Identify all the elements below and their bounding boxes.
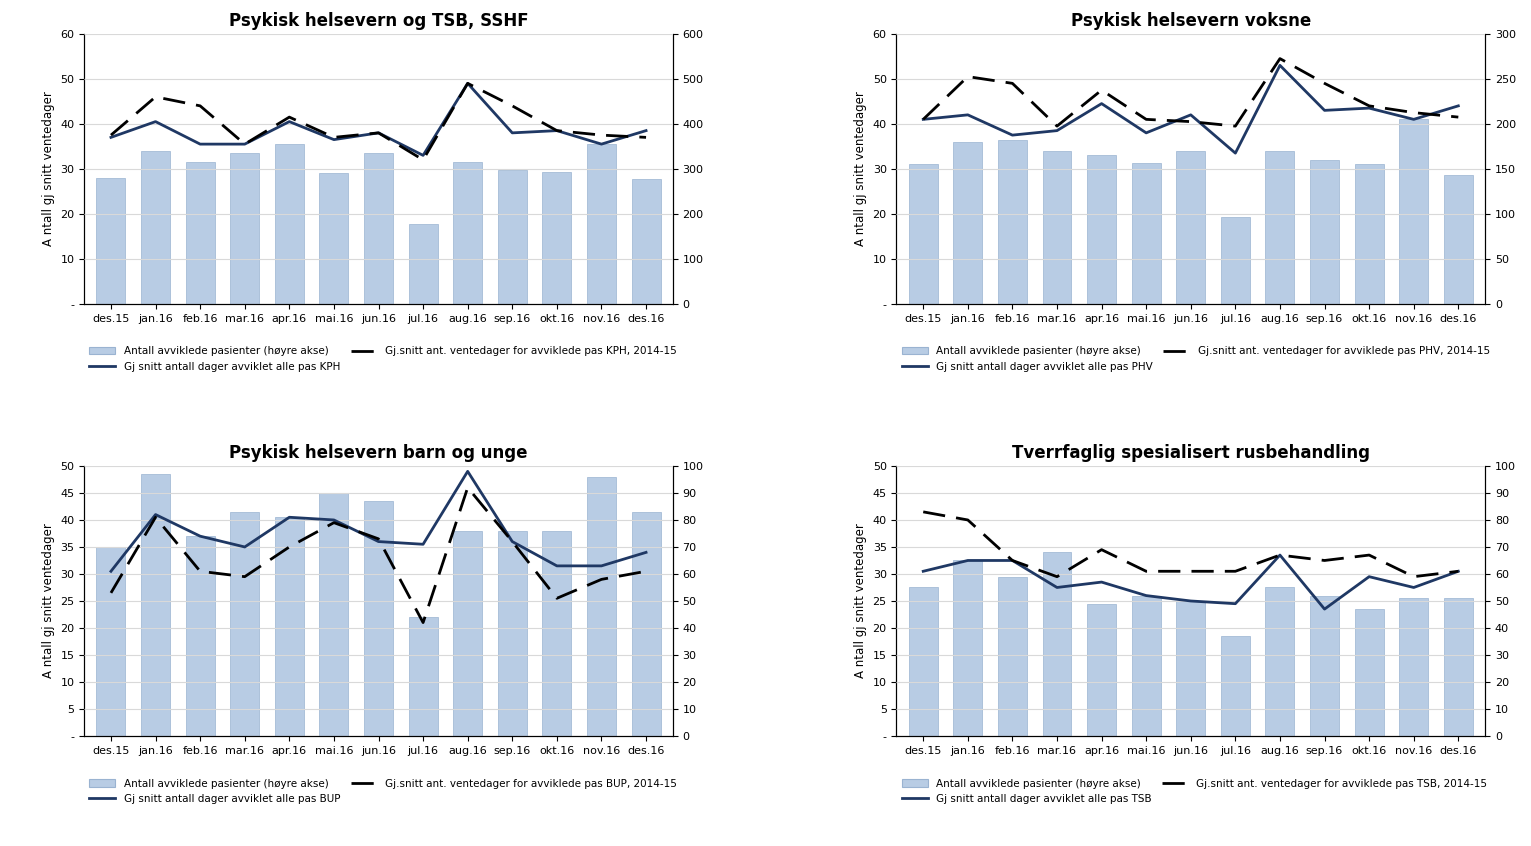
Bar — [364, 153, 393, 304]
Bar — [1399, 598, 1428, 736]
Bar — [1444, 598, 1473, 736]
Bar — [1087, 156, 1116, 304]
Bar — [954, 561, 983, 736]
Bar — [632, 179, 660, 304]
Bar — [1266, 587, 1294, 736]
Legend: Antall avviklede pasienter (høyre akse), Gj snitt antall dager avviklet alle pas: Antall avviklede pasienter (høyre akse),… — [89, 346, 677, 371]
Bar — [96, 547, 126, 736]
Bar — [276, 517, 303, 736]
Bar — [1220, 636, 1249, 736]
Bar — [632, 512, 660, 736]
Bar — [141, 474, 170, 736]
Bar — [185, 162, 214, 304]
Bar — [1131, 162, 1160, 304]
Bar — [1266, 151, 1294, 304]
Bar — [998, 140, 1027, 304]
Bar — [141, 151, 170, 304]
Title: Psykisk helsevern barn og unge: Psykisk helsevern barn og unge — [230, 443, 528, 462]
Title: Tverrfaglig spesialisert rusbehandling: Tverrfaglig spesialisert rusbehandling — [1012, 443, 1370, 462]
Bar — [1355, 609, 1384, 736]
Bar — [453, 530, 482, 736]
Bar — [586, 477, 615, 736]
Bar — [1399, 119, 1428, 304]
Bar — [453, 162, 482, 304]
Y-axis label: A ntall gj snitt ventedager: A ntall gj snitt ventedager — [41, 524, 55, 678]
Bar — [954, 142, 983, 304]
Bar — [1087, 604, 1116, 736]
Bar — [320, 173, 349, 304]
Legend: Antall avviklede pasienter (høyre akse), Gj snitt antall dager avviklet alle pas: Antall avviklede pasienter (høyre akse),… — [902, 778, 1488, 804]
Bar — [364, 501, 393, 736]
Bar — [276, 144, 303, 304]
Title: Psykisk helsevern og TSB, SSHF: Psykisk helsevern og TSB, SSHF — [228, 12, 528, 30]
Bar — [409, 224, 438, 304]
Y-axis label: A ntall gj snitt ventedager: A ntall gj snitt ventedager — [854, 91, 867, 246]
Bar — [586, 144, 615, 304]
Bar — [998, 577, 1027, 736]
Legend: Antall avviklede pasienter (høyre akse), Gj snitt antall dager avviklet alle pas: Antall avviklede pasienter (høyre akse),… — [902, 346, 1490, 371]
Y-axis label: A ntall gj snitt ventedager: A ntall gj snitt ventedager — [854, 524, 867, 678]
Bar — [1444, 175, 1473, 304]
Bar — [230, 153, 259, 304]
Bar — [1311, 160, 1340, 304]
Legend: Antall avviklede pasienter (høyre akse), Gj snitt antall dager avviklet alle pas: Antall avviklede pasienter (høyre akse),… — [89, 778, 677, 804]
Bar — [185, 536, 214, 736]
Bar — [230, 512, 259, 736]
Bar — [909, 164, 937, 304]
Bar — [96, 178, 126, 304]
Bar — [1355, 164, 1384, 304]
Bar — [1176, 151, 1205, 304]
Title: Psykisk helsevern voksne: Psykisk helsevern voksne — [1070, 12, 1311, 30]
Bar — [1131, 596, 1160, 736]
Bar — [1220, 217, 1249, 304]
Bar — [909, 587, 937, 736]
Bar — [409, 618, 438, 736]
Bar — [320, 493, 349, 736]
Bar — [1311, 596, 1340, 736]
Y-axis label: A ntall gj snitt ventedager: A ntall gj snitt ventedager — [41, 91, 55, 246]
Bar — [1043, 552, 1072, 736]
Bar — [498, 530, 527, 736]
Bar — [498, 170, 527, 304]
Bar — [542, 172, 571, 304]
Bar — [1043, 151, 1072, 304]
Bar — [542, 530, 571, 736]
Bar — [1176, 601, 1205, 736]
